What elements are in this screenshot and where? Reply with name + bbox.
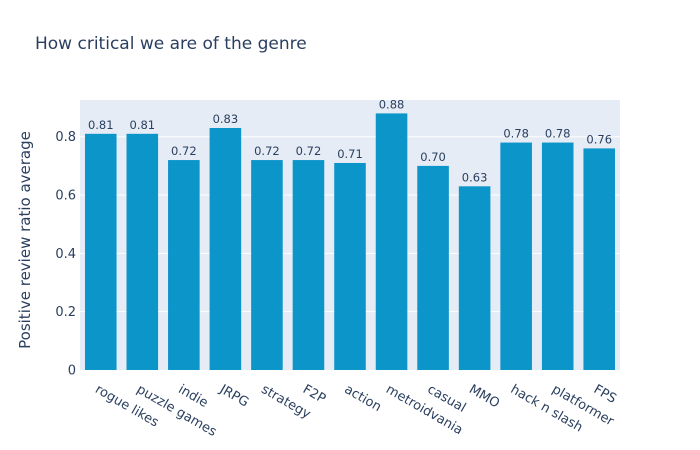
bar [168,160,200,370]
y-tick-label: 0 [68,364,76,379]
bar-value-label: 0.88 [379,97,405,111]
bar [500,142,532,370]
bar [84,133,117,370]
bar-value-label: 0.78 [545,127,571,141]
y-axis-title: Positive review ratio average [16,131,34,349]
bar-value-label: 0.63 [462,170,488,184]
bar [126,133,159,370]
bar-value-label: 0.78 [503,127,529,141]
bar [375,113,408,370]
x-tick-label: action [342,382,384,415]
bar-value-label: 0.72 [254,144,280,158]
bar [292,160,325,370]
bars [84,113,616,370]
y-tick-label: 0.8 [55,130,76,145]
bar-value-label: 0.70 [420,150,446,164]
y-axis-ticks: 0 0.2 0.4 0.6 0.8 [55,130,76,378]
bar-value-label: 0.76 [586,132,612,146]
x-tick-label: JRPG [216,382,251,411]
bar [458,186,491,370]
bar-value-label: 0.81 [130,118,156,132]
bar-value-label: 0.72 [171,144,197,158]
bar [209,127,242,370]
bar-value-label: 0.81 [88,118,114,132]
bar [583,148,616,370]
bar [541,142,574,370]
y-tick-label: 0.2 [55,305,76,320]
bar [251,160,283,370]
bar [334,162,366,370]
bar-value-label: 0.72 [296,144,322,158]
chart-title: How critical we are of the genre [35,34,307,54]
bar-value-labels: 0.81 0.81 0.72 0.83 0.72 0.72 0.71 0.88 0.70 0.63… [88,97,612,184]
x-tick-label: MMO [466,382,502,411]
bar [417,165,449,370]
bar-value-label: 0.71 [337,147,363,161]
y-tick-label: 0.6 [55,189,76,204]
bar-value-label: 0.83 [213,112,239,126]
y-tick-label: 0.4 [55,247,76,262]
